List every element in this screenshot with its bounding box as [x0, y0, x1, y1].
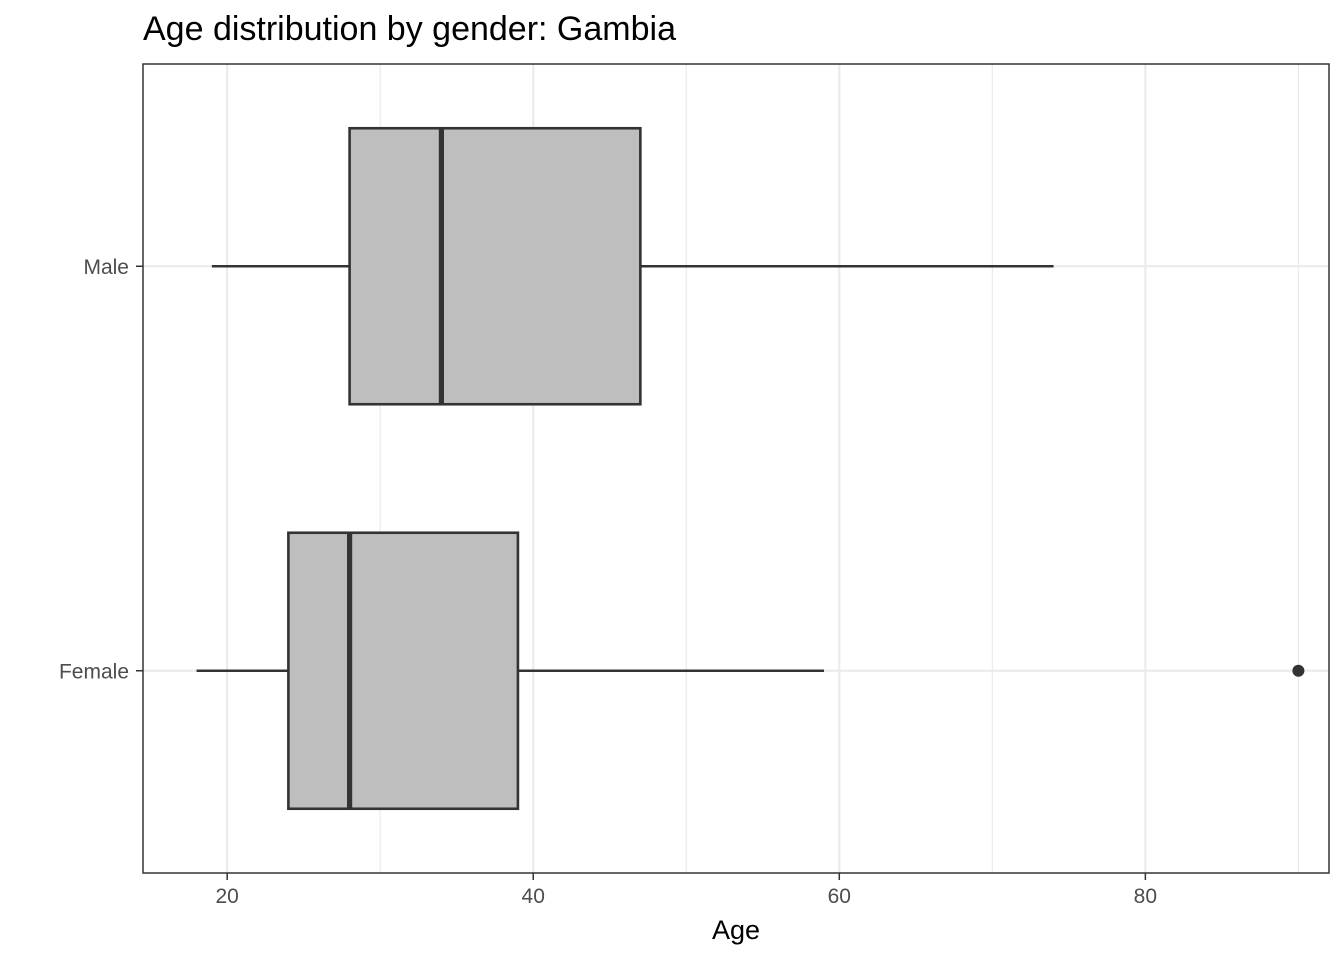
box-female — [196, 531, 1305, 811]
x-tick-label: 60 — [828, 885, 851, 908]
outlier-point — [1292, 664, 1305, 677]
y-tick-label: Male — [83, 256, 129, 279]
iqr-box — [287, 531, 520, 811]
y-tick-label: Female — [59, 660, 129, 683]
panel-border — [142, 63, 1330, 874]
box-male — [211, 126, 1054, 406]
x-tick-label: 20 — [215, 885, 238, 908]
plot-panel — [142, 63, 1330, 874]
chart-title: Age distribution by gender: Gambia — [143, 10, 676, 48]
x-axis-title: Age — [712, 915, 760, 945]
x-tick-label: 40 — [522, 885, 545, 908]
iqr-box — [348, 126, 642, 406]
x-axis: 20 40 60 80 — [215, 873, 1157, 908]
y-axis: Male Female — [59, 256, 143, 683]
x-tick-label: 80 — [1134, 885, 1157, 908]
